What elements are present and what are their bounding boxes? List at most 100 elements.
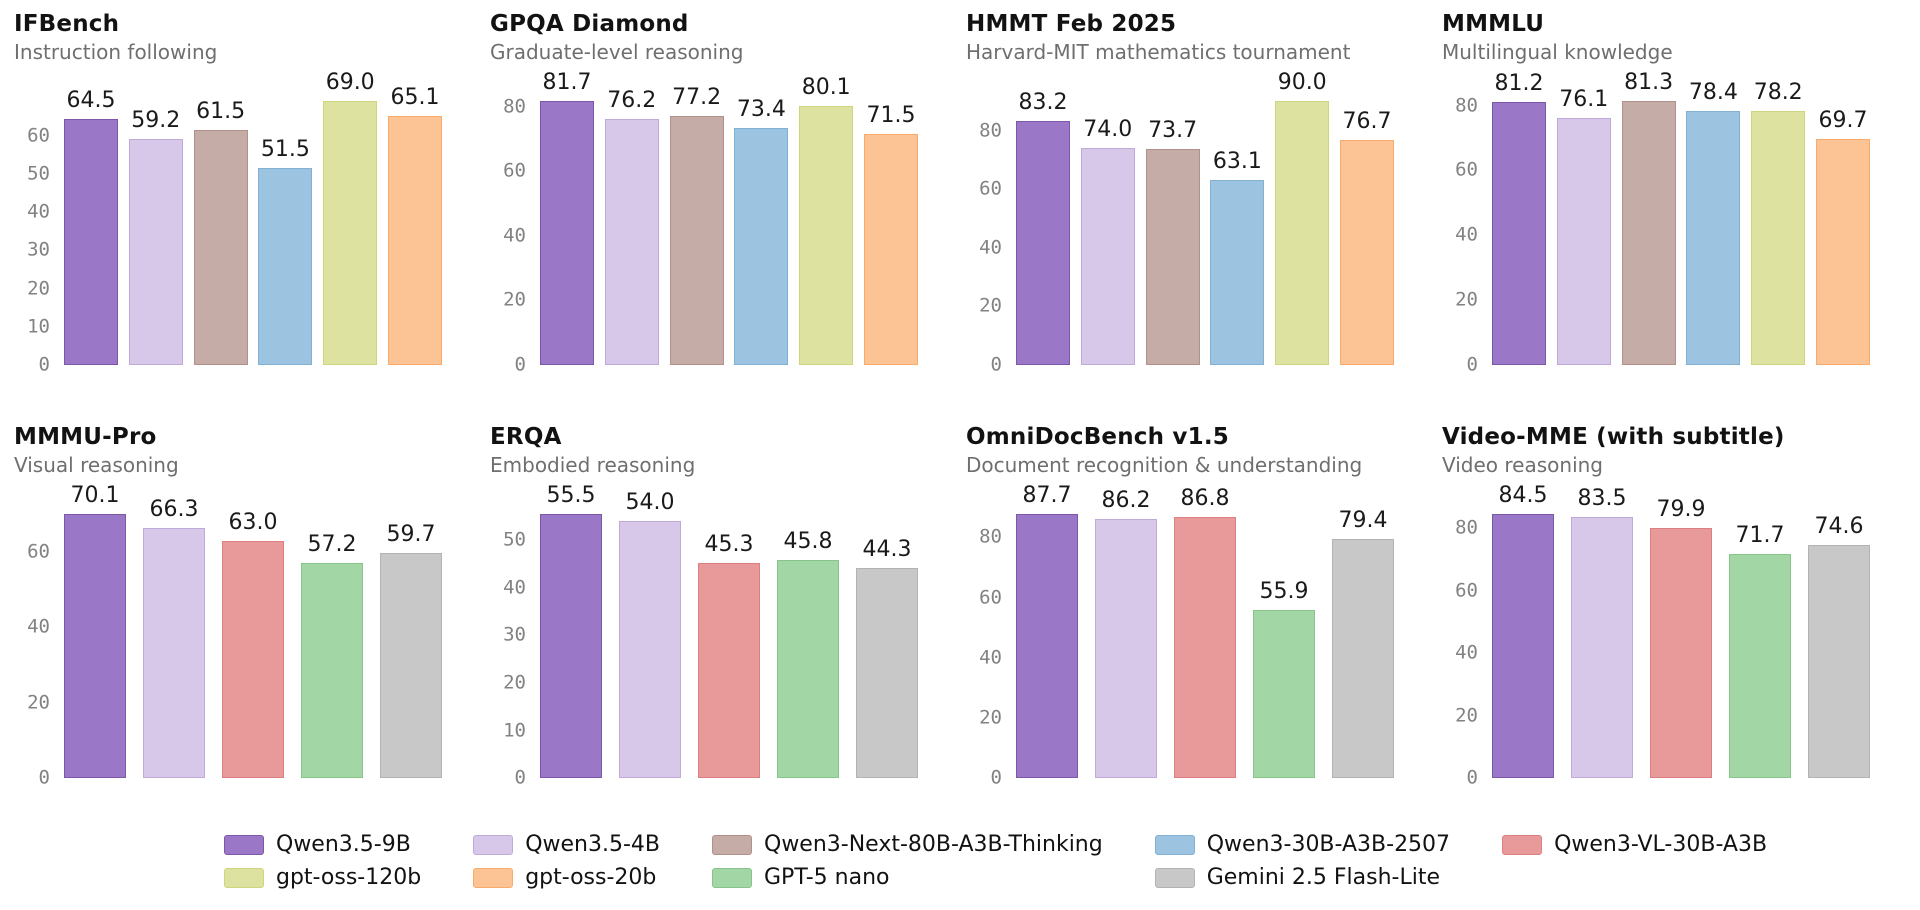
bar-value-label: 71.7 (1735, 523, 1785, 549)
bar-slot-gpt-5-nano: 57.2 (301, 501, 363, 778)
legend-item-qwen3-5-9b: Qwen3.5-9B (224, 832, 421, 857)
y-tick-label: 80 (503, 95, 526, 118)
bar-slot-gpt-oss-120b: 90.0 (1275, 72, 1330, 365)
bar-slot-qwen3-5-4b: 76.1 (1556, 87, 1611, 365)
y-tick-label: 60 (503, 159, 526, 182)
bar-slot-qwen3-30b-a3b-2507: 63.1 (1210, 88, 1265, 365)
y-tick-label: 20 (979, 706, 1002, 729)
y-tick-label: 80 (979, 119, 1002, 142)
bar-value-label: 69.0 (325, 70, 375, 96)
legend-swatch-gpt-oss-120b (224, 867, 264, 888)
y-tick-label: 20 (27, 691, 50, 714)
chart-title: GPQA Diamond (490, 11, 689, 37)
bar-qwen3-vl-30b-a3b (1174, 516, 1236, 778)
bar-slot-gpt-oss-120b: 78.2 (1751, 82, 1806, 365)
bar-qwen3-vl-30b-a3b (222, 540, 284, 778)
bar-slot-qwen3-5-9b: 87.7 (1016, 485, 1078, 778)
bar-value-label: 76.1 (1559, 87, 1609, 113)
bar-slot-qwen3-5-9b: 83.2 (1016, 88, 1070, 365)
bar-slot-qwen3-5-4b: 59.2 (128, 88, 183, 365)
bar-value-label: 66.3 (149, 497, 199, 523)
bar-slot-qwen3-next-80b-a3b-thinking: 77.2 (669, 86, 724, 365)
y-tick-label: 80 (1455, 94, 1478, 117)
bar-value-label: 76.2 (607, 88, 657, 113)
bar-value-label: 83.5 (1577, 486, 1627, 512)
bar-gpt-oss-120b (1275, 101, 1330, 365)
legend-item-qwen3-5-4b: Qwen3.5-4B (473, 832, 660, 857)
y-tick-label: 0 (38, 353, 50, 376)
bar-slot-qwen3-vl-30b-a3b: 45.3 (698, 501, 760, 778)
legend-column: Qwen3-30B-A3B-2507 Gemini 2.5 Flash-Lite (1154, 832, 1450, 890)
bar-value-label: 90.0 (1277, 70, 1327, 96)
bar-qwen3-30b-a3b-2507 (258, 168, 313, 365)
plot-area: 0 20 40 60 80 87.7 86.2 86.8 55.9 79.4 (979, 485, 1394, 787)
legend-column: Qwen3.5-4B gpt-oss-20b (473, 832, 660, 890)
bar-qwen3-5-4b (1095, 518, 1157, 778)
bar-gpt-5-nano (777, 560, 839, 778)
legend-item-gpt-oss-120b: gpt-oss-120b (224, 865, 421, 890)
bar-qwen3-5-9b (1016, 514, 1078, 778)
chart-subtitle: Visual reasoning (14, 453, 179, 477)
legend-swatch-gpt-oss-20b (473, 867, 514, 888)
chart-title: ERQA (490, 424, 562, 450)
bar-qwen3-5-4b (1556, 118, 1611, 365)
chart-omnidocbench-v1-5: OmniDocBench v1.5 Document recognition & … (966, 423, 1430, 787)
bar-slot-qwen3-30b-a3b-2507: 78.4 (1686, 81, 1741, 365)
bar-gemini-2-5-flash-lite (1808, 545, 1870, 778)
bar-value-label: 71.5 (866, 103, 916, 129)
chart-title: IFBench (14, 11, 120, 37)
bars-group: 87.7 86.2 86.8 55.9 79.4 (1016, 485, 1394, 778)
bar-gpt-oss-20b (387, 116, 442, 365)
legend-swatch-qwen3-5-4b (473, 834, 514, 855)
chart-hmmt-feb-2025: HMMT Feb 2025 Harvard-MIT mathematics tou… (966, 10, 1430, 374)
bar-value-label: 69.7 (1818, 107, 1868, 133)
charts-grid: IFBench Instruction following 0 10 20 30 40 50 6… (14, 10, 1870, 787)
y-tick-label: 40 (503, 224, 526, 247)
y-tick-label: 20 (27, 277, 50, 300)
bar-value-label: 81.3 (1624, 70, 1674, 96)
bar-slot-gemini-2-5-flash-lite: 74.6 (1808, 501, 1870, 778)
legend-label: Qwen3-Next-80B-A3B-Thinking (764, 831, 1103, 857)
bar-value-label: 73.7 (1148, 117, 1198, 143)
bar-value-label: 57.2 (307, 531, 357, 557)
bar-qwen3-5-4b (128, 138, 183, 365)
legend-label: Qwen3.5-9B (276, 831, 411, 857)
legend-label: gpt-oss-120b (276, 864, 422, 890)
legend-column: Qwen3-VL-30B-A3B (1502, 832, 1767, 857)
y-tick-label: 80 (979, 525, 1002, 548)
chart-ifbench: IFBench Instruction following 0 10 20 30 40 50 6… (14, 10, 478, 374)
legend-swatch-qwen3-5-9b (224, 834, 264, 855)
bar-value-label: 64.5 (66, 87, 116, 113)
bar-gpt-oss-20b (1815, 138, 1870, 365)
bar-gemini-2-5-flash-lite (380, 553, 442, 778)
bar-gpt-5-nano (301, 562, 363, 778)
y-tick-label: 30 (503, 623, 526, 646)
bar-value-label: 61.5 (196, 99, 246, 125)
bar-slot-gpt-5-nano: 45.8 (777, 501, 839, 778)
y-tick-label: 10 (503, 719, 526, 741)
bar-qwen3-5-4b (604, 119, 659, 365)
bar-value-label: 81.2 (1494, 70, 1544, 96)
legend-column: Qwen3.5-9B gpt-oss-120b (224, 832, 421, 890)
bar-gpt-5-nano (1253, 609, 1315, 778)
bar-slot-qwen3-5-9b: 81.2 (1492, 72, 1546, 365)
bar-value-label: 59.2 (131, 107, 181, 133)
legend-label: Qwen3.5-4B (525, 831, 660, 857)
y-tick-label: 60 (27, 124, 50, 147)
y-tick-label: 20 (979, 294, 1002, 317)
bar-slot-gemini-2-5-flash-lite: 44.3 (856, 501, 918, 778)
plot-area: 0 20 40 60 70.1 66.3 63.0 57.2 59.7 (27, 485, 442, 787)
bar-qwen3-vl-30b-a3b (698, 562, 760, 778)
bar-slot-qwen3-5-9b: 64.5 (64, 88, 118, 365)
chart-subtitle: Instruction following (14, 40, 218, 64)
bar-qwen3-next-80b-a3b-thinking (193, 130, 248, 365)
bar-value-label: 70.1 (70, 483, 120, 509)
y-tick-label: 60 (27, 540, 50, 563)
legend-swatch-qwen3-next-80b-a3b-thinking (712, 834, 752, 855)
bar-slot-gpt-5-nano: 55.9 (1253, 501, 1315, 778)
y-tick-label: 30 (27, 238, 50, 261)
y-tick-label: 20 (1455, 704, 1478, 727)
bar-value-label: 55.9 (1259, 578, 1309, 604)
plot-area: 0 20 40 60 80 83.2 74.0 73.7 63.1 90.0 76.7 (979, 72, 1394, 374)
legend-item-qwen3-30b-a3b-2507: Qwen3-30B-A3B-2507 (1154, 832, 1450, 857)
